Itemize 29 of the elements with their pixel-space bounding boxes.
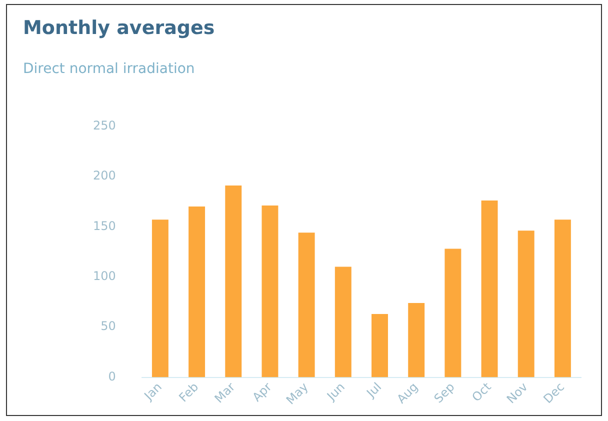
bar (481, 200, 498, 378)
bar (262, 206, 278, 378)
bar (372, 314, 388, 378)
x-tick-label: Jul (363, 380, 384, 401)
chart-subtitle: Direct normal irradiation (23, 61, 195, 77)
y-tick-label: 50 (100, 319, 116, 334)
y-tick-label: 150 (93, 218, 116, 233)
bar (518, 230, 534, 378)
x-tick-label: Jun (324, 380, 348, 404)
x-tick-label: Sep (431, 380, 458, 406)
x-tick-label: Oct (469, 380, 494, 404)
x-tick-label: Feb (176, 380, 202, 405)
x-tick-label: Dec (540, 380, 568, 406)
bar (444, 248, 462, 378)
bar (408, 302, 425, 378)
y-tick-label: 100 (93, 268, 116, 283)
y-tick-label: 250 (93, 118, 116, 132)
bar (152, 220, 168, 378)
bar (334, 266, 352, 378)
x-tick-label: Apr (250, 380, 274, 404)
bar (554, 220, 571, 378)
chart-title: Monthly averages (23, 17, 215, 39)
y-tick-label: 0 (108, 369, 116, 384)
x-tick-label: Mar (212, 380, 238, 406)
x-tick-label: Jan (140, 380, 165, 404)
bar (298, 232, 315, 378)
bar (225, 185, 242, 378)
bar (188, 206, 206, 378)
y-tick-label: 200 (93, 168, 116, 183)
